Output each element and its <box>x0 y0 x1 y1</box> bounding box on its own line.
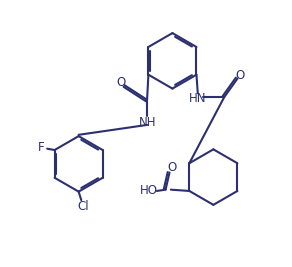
Text: O: O <box>117 76 126 89</box>
Text: O: O <box>235 69 245 82</box>
Text: HO: HO <box>140 184 158 198</box>
Text: F: F <box>38 141 44 154</box>
Text: NH: NH <box>139 116 156 129</box>
Text: HN: HN <box>189 92 206 105</box>
Text: Cl: Cl <box>78 201 89 213</box>
Text: O: O <box>167 161 176 174</box>
